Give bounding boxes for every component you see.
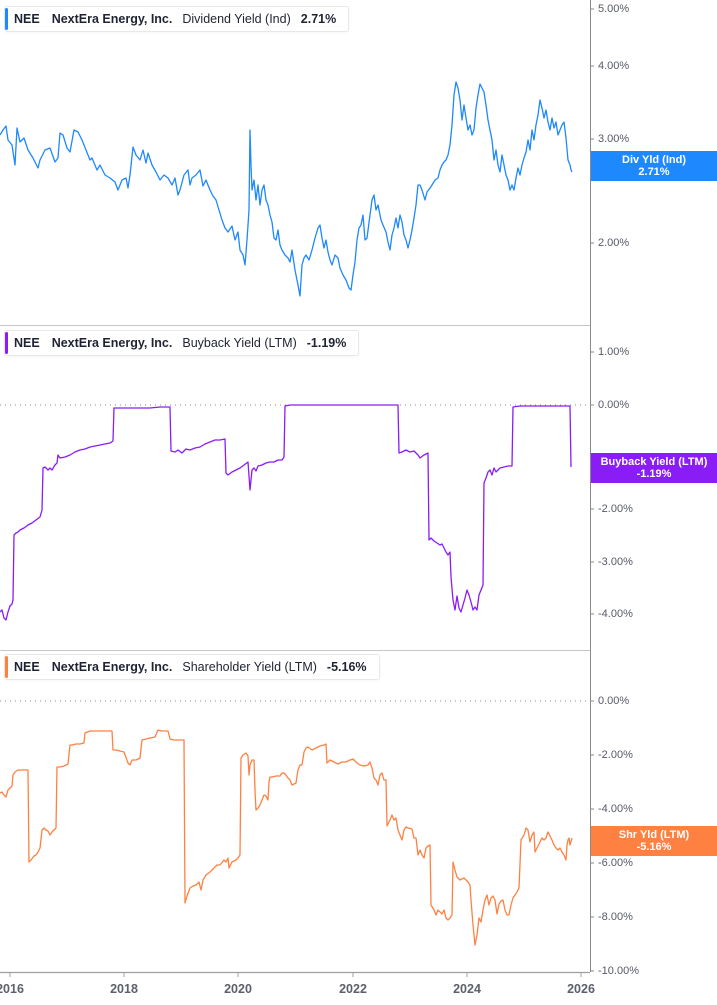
y-tick-label: 0.00% [598,695,630,707]
dividend-yield-line [0,81,573,297]
legend-metric: Dividend Yield (Ind) [182,12,291,26]
y-tick-label: -10.00% [598,965,639,977]
flag-value: -1.19% [636,468,672,480]
legend-ticker: NEE [14,12,40,26]
series-color-swatch [5,656,8,678]
last-value-flag-dividend-yield: Div Yld (Ind) 2.71% [591,151,717,181]
legend-ticker: NEE [14,660,40,674]
flag-label: Shr Yld (LTM) [618,829,690,841]
x-tick-label: 2018 [110,982,138,996]
legend-dividend-yield[interactable]: NEE NextEra Energy, Inc. Dividend Yield … [4,6,350,32]
y-tick-label: 4.00% [598,60,630,72]
y-tick-label: 1.00% [598,346,630,358]
y-tick-label: 0.00% [598,399,630,411]
legend-value: 2.71% [300,12,337,26]
x-axis-ticks [9,972,582,977]
x-tick-label: 2020 [224,982,252,996]
last-value-flag-buyback-yield: Buyback Yield (LTM) -1.19% [591,453,717,483]
shareholder-yield-line [0,729,573,946]
y-tick-label: 5.00% [598,3,630,15]
legend-value: -5.16% [326,660,367,674]
flag-value: 2.71% [638,166,670,178]
y-tick-label: -2.00% [598,503,633,515]
legend-company: NextEra Energy, Inc. [51,660,173,674]
buyback-yield-line [0,404,572,621]
legend-metric: Buyback Yield (LTM) [182,336,297,350]
legend-metric: Shareholder Yield (LTM) [182,660,317,674]
x-tick-label: 2022 [339,982,367,996]
y-tick-label: -2.00% [598,749,633,761]
y-tick-label: 2.00% [598,237,630,249]
series-color-swatch [5,8,8,30]
y-tick-label: -3.00% [598,556,633,568]
legend-company: NextEra Energy, Inc. [51,336,173,350]
legend-company: NextEra Energy, Inc. [51,12,173,26]
last-value-flag-shareholder-yield: Shr Yld (LTM) -5.16% [591,826,717,856]
flag-label: Buyback Yield (LTM) [600,456,708,468]
y-tick-label: -4.00% [598,608,633,620]
y-tick-label: -4.00% [598,803,633,815]
y-tick-label: 3.00% [598,133,630,145]
legend-value: -1.19% [306,336,347,350]
x-tick-label: 2026 [567,982,595,996]
series-color-swatch [5,332,8,354]
y-tick-label: -6.00% [598,857,633,869]
legend-ticker: NEE [14,336,40,350]
legend-shareholder-yield[interactable]: NEE NextEra Energy, Inc. Shareholder Yie… [4,654,380,680]
flag-label: Div Yld (Ind) [622,154,686,166]
flag-value: -5.16% [636,841,672,853]
legend-buyback-yield[interactable]: NEE NextEra Energy, Inc. Buyback Yield (… [4,330,360,356]
x-tick-label: 2024 [453,982,481,996]
y-tick-label: -8.00% [598,911,633,923]
y-axis-ticks [590,8,594,972]
x-tick-label: 2016 [0,982,24,996]
